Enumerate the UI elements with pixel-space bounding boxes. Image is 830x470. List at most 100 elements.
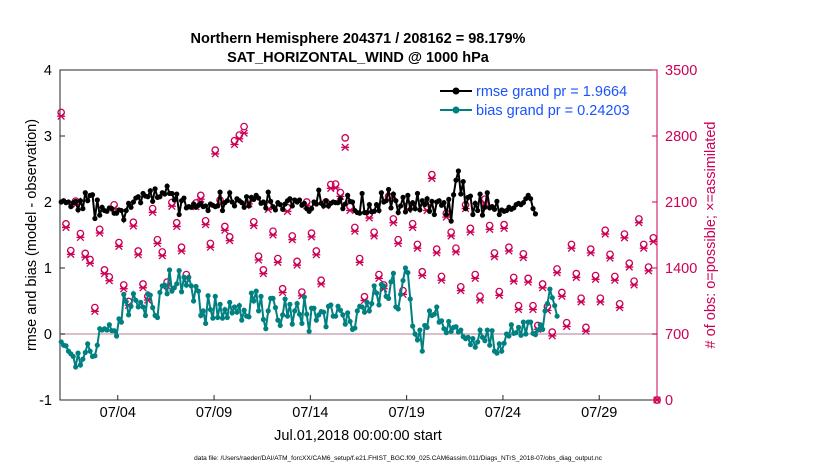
rmse-point <box>528 196 534 202</box>
rmse-point <box>147 188 153 194</box>
bias-point <box>142 312 149 319</box>
rmse-point <box>398 203 404 209</box>
rmse-point <box>263 205 269 211</box>
bias-point <box>234 309 240 315</box>
bias-point <box>537 322 543 328</box>
bias-point <box>470 336 476 342</box>
obs-assimilated-marker <box>634 218 643 227</box>
obs-assimilated-marker <box>278 288 287 297</box>
legend-rmse-marker <box>452 87 460 95</box>
bias-point <box>438 318 445 324</box>
rmse-point <box>366 202 372 208</box>
x-axis: 07/04 07/09 07/14 07/19 07/24 07/29 <box>100 395 617 421</box>
bias-point <box>239 317 245 323</box>
rmse-point <box>157 194 163 200</box>
rmse-point <box>260 199 267 205</box>
rmse-point <box>75 207 81 213</box>
obs-assimilated-marker <box>129 222 138 230</box>
rmse-point <box>477 191 483 197</box>
obs-assimilated-marker <box>370 232 379 240</box>
obs-assimilated-marker <box>90 307 99 316</box>
bias-point <box>181 274 187 280</box>
obs-assimilated-marker <box>394 239 403 248</box>
rmse-point <box>174 191 180 197</box>
rmse-point <box>463 206 469 212</box>
legend: rmse grand pr = 1.9664 bias grand pr = 0… <box>432 76 653 120</box>
obs-assimilated-marker <box>606 254 615 262</box>
bias-point <box>256 308 262 314</box>
bias-point <box>174 281 180 287</box>
data-file-footer: data file: /Users/raeder/DAI/ATM_forcXX/… <box>194 455 603 462</box>
bias-point <box>313 317 319 323</box>
rmse-point <box>479 212 486 218</box>
rmse-point <box>400 194 406 200</box>
rmse-point <box>429 198 435 204</box>
right-tick-label: 3500 <box>665 63 697 79</box>
obs-assimilated-marker <box>288 235 297 244</box>
rmse-point <box>246 203 252 209</box>
rmse-point <box>94 197 100 203</box>
rmse-point <box>383 198 389 204</box>
bias-point <box>138 299 144 305</box>
x-tick-label: 07/04 <box>100 405 136 421</box>
obs-assimilated-marker <box>586 249 595 257</box>
rmse-point <box>169 190 175 197</box>
rmse-point <box>412 206 418 212</box>
obs-assimilated-marker <box>625 263 634 271</box>
obs-assimilated-marker <box>105 276 114 285</box>
bias-point <box>207 306 214 313</box>
rmse-point <box>289 203 295 209</box>
obs-assimilated-marker <box>365 214 374 222</box>
rmse-point <box>349 199 356 205</box>
obs-assimilated-marker <box>408 223 417 232</box>
obs-assimilated-marker <box>490 252 499 261</box>
bias-point <box>263 326 269 332</box>
rmse-point <box>92 215 98 222</box>
bias-point <box>385 295 392 301</box>
bias-point <box>154 314 161 321</box>
bias-point <box>147 292 153 298</box>
bias-point <box>195 288 202 294</box>
rmse-point <box>441 200 447 206</box>
bias-point <box>176 268 182 274</box>
obs-assimilated-marker <box>567 244 576 252</box>
bias-point <box>320 309 327 315</box>
obs-assimilated-marker <box>81 253 90 261</box>
bias-point <box>482 338 488 344</box>
obs-assimilated-marker <box>538 284 547 292</box>
bias-point <box>289 321 295 327</box>
obs-assimilated-marker <box>86 259 95 268</box>
bias-point <box>236 303 242 309</box>
chart-title-group: Northern Hemisphere 204371 / 208162 = 98… <box>191 31 526 66</box>
bias-point <box>458 327 464 333</box>
bias-point <box>337 307 344 313</box>
rmse-point <box>256 195 262 201</box>
rmse-point <box>181 195 187 201</box>
obs-assimilated-marker <box>211 150 220 158</box>
rmse-point <box>150 198 156 204</box>
legend-bias-label: bias grand pr = 0.24203 <box>476 103 630 119</box>
bias-point <box>217 301 223 307</box>
bias-point <box>496 341 502 347</box>
rmse-point <box>424 196 430 202</box>
rmse-point <box>345 192 351 198</box>
bias-point <box>77 362 84 368</box>
bias-point <box>212 293 218 299</box>
obs-assimilated-marker <box>167 202 176 211</box>
bias-point <box>484 327 490 333</box>
rmse-point <box>203 203 209 209</box>
rmse-point <box>80 206 86 212</box>
rmse-point <box>128 204 134 210</box>
bias-point <box>328 302 334 308</box>
rmse-point <box>219 207 226 214</box>
rmse-point <box>417 207 423 213</box>
rmse-point <box>414 190 421 197</box>
rmse-point <box>402 209 409 215</box>
rmse-point <box>287 196 293 202</box>
bias-point <box>535 327 541 333</box>
rmse-point <box>385 186 392 193</box>
bias-point <box>287 301 293 307</box>
rmse-point <box>217 189 223 195</box>
obs-assimilated-marker <box>553 268 562 277</box>
right-tick-label: 2800 <box>665 129 697 145</box>
